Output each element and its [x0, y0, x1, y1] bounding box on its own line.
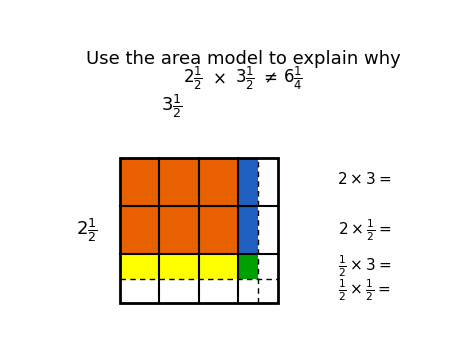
Bar: [199, 254, 238, 278]
Bar: [238, 278, 258, 303]
Bar: [159, 254, 199, 278]
Bar: [199, 158, 238, 206]
Bar: [159, 206, 199, 254]
Bar: [258, 254, 278, 278]
Bar: [238, 254, 258, 278]
Bar: [238, 158, 258, 206]
Bar: [258, 158, 278, 206]
Bar: [258, 278, 278, 303]
Text: $2 \times 3 =$: $2 \times 3 =$: [337, 171, 391, 187]
Bar: [159, 158, 199, 206]
Bar: [159, 278, 199, 303]
Text: $3\frac{1}{2}$: $3\frac{1}{2}$: [235, 64, 255, 92]
Text: Use the area model to explain why: Use the area model to explain why: [85, 50, 401, 68]
Text: $2 \times \frac{1}{2} =$: $2 \times \frac{1}{2} =$: [337, 218, 391, 243]
Text: $3\frac{1}{2}$: $3\frac{1}{2}$: [161, 92, 182, 120]
Text: $2\frac{1}{2}$: $2\frac{1}{2}$: [76, 216, 98, 244]
Bar: [120, 278, 159, 303]
Bar: [120, 158, 278, 303]
Bar: [199, 278, 238, 303]
Bar: [238, 206, 258, 254]
Text: $\times$: $\times$: [212, 69, 226, 87]
Text: $\frac{1}{2} \times 3 =$: $\frac{1}{2} \times 3 =$: [337, 254, 391, 279]
Bar: [199, 206, 238, 254]
Text: $2\frac{1}{2}$: $2\frac{1}{2}$: [183, 64, 203, 92]
Text: $\neq$: $\neq$: [260, 69, 277, 87]
Bar: [120, 158, 159, 206]
Text: $\frac{1}{2} \times \frac{1}{2} =$: $\frac{1}{2} \times \frac{1}{2} =$: [338, 278, 390, 303]
Bar: [258, 206, 278, 254]
Text: $6\frac{1}{4}$: $6\frac{1}{4}$: [283, 64, 302, 92]
Bar: [120, 254, 159, 278]
Bar: [120, 206, 159, 254]
